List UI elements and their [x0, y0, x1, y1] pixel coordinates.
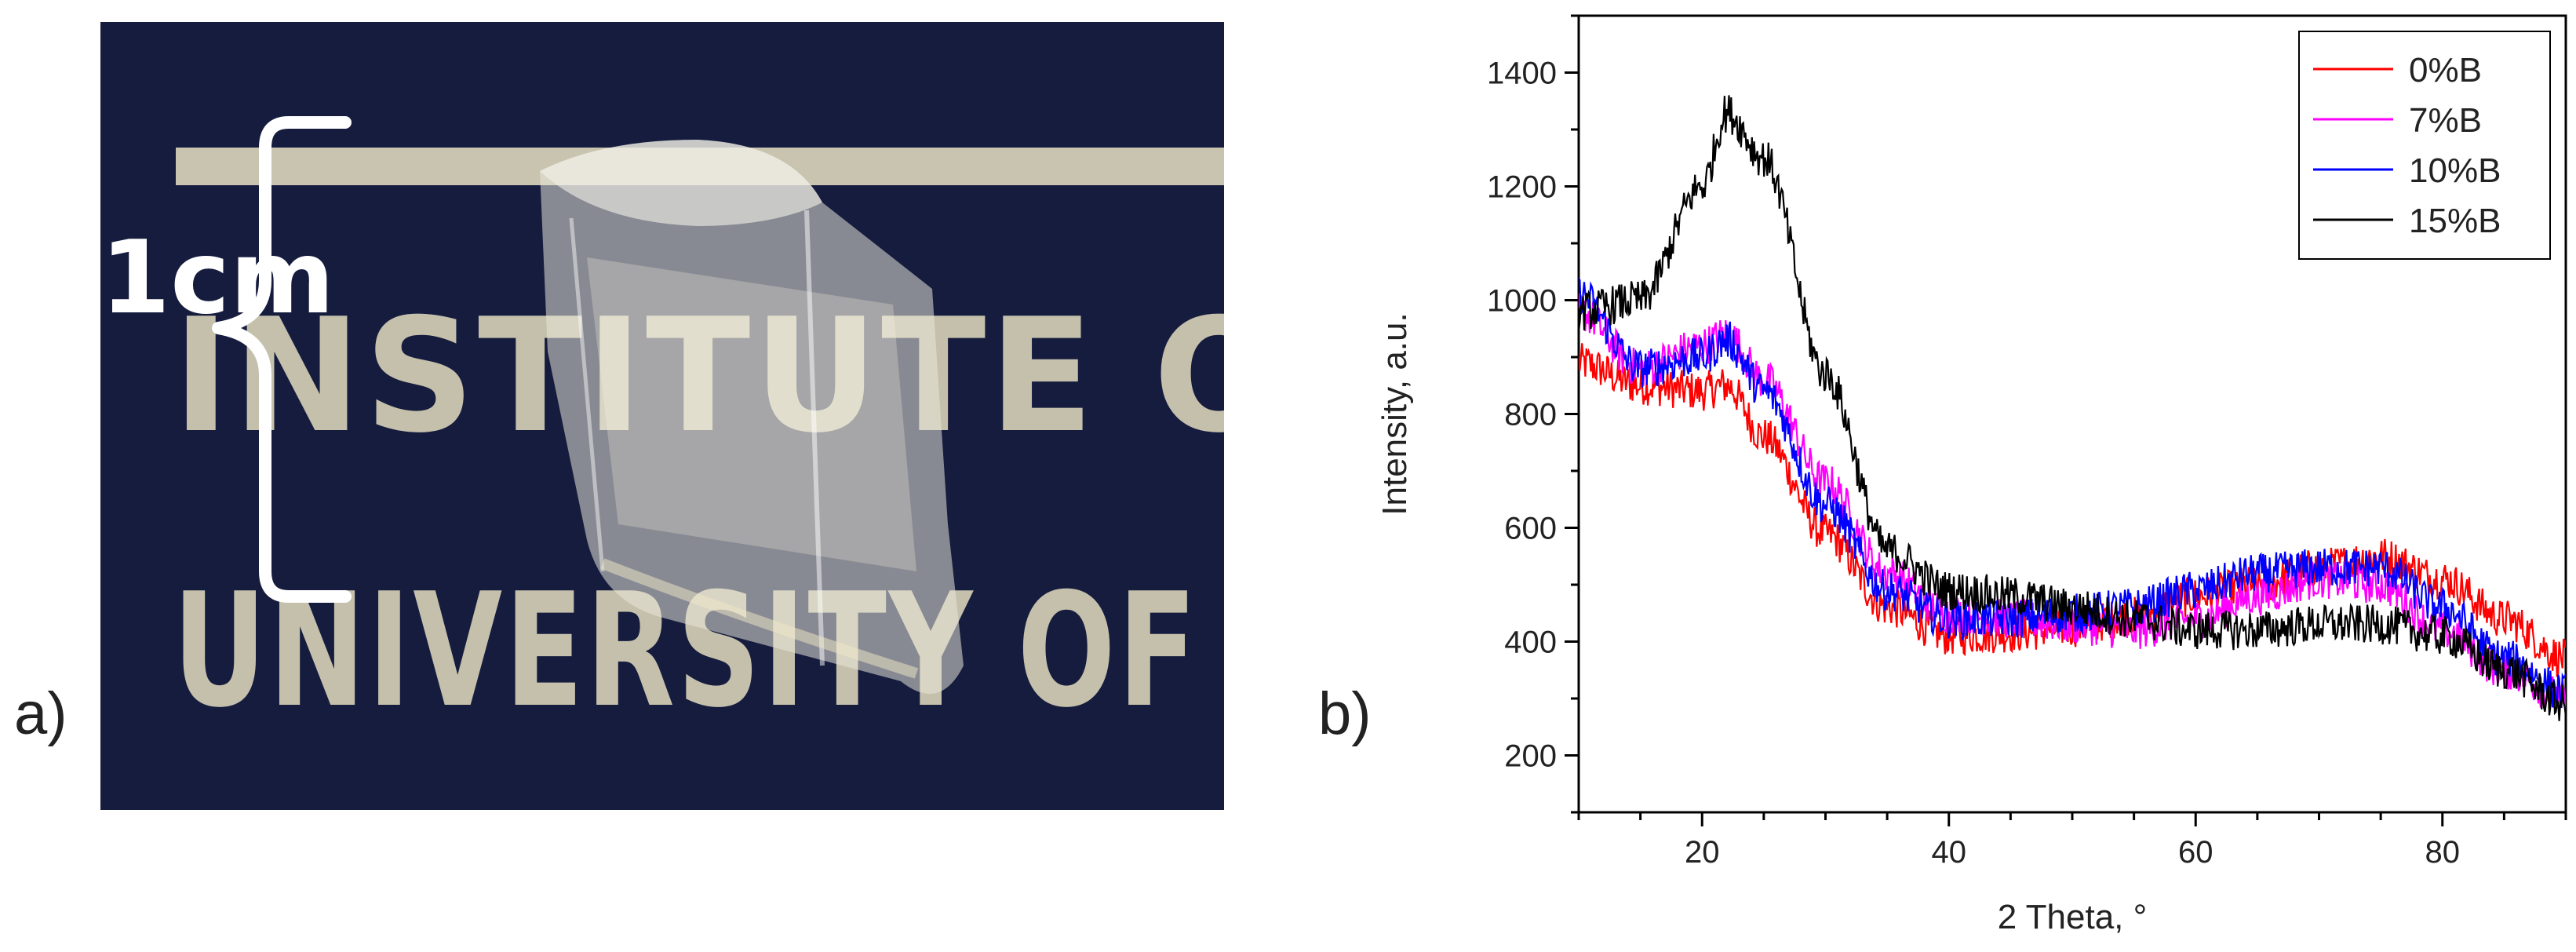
xrd-chart: 20 40 60 80 200 400 600 800 1000 1200 1400 2 Theta,… — [1375, 14, 2567, 936]
series-line-0%B — [1579, 343, 2566, 678]
y-tick-label: 400 — [1504, 626, 1557, 660]
y-tick-label: 1400 — [1487, 57, 1557, 91]
legend-label: 15%B — [2409, 202, 2501, 240]
x-tick-label: 60 — [2178, 835, 2213, 870]
series-line-10%B — [1579, 277, 2566, 709]
legend-label: 0%B — [2409, 51, 2482, 89]
x-tick-label: 40 — [1932, 835, 1967, 870]
x-tick-label: 20 — [1685, 835, 1720, 870]
legend-label: 10%B — [2409, 151, 2501, 190]
glass-sample — [540, 140, 964, 694]
scale-label: 1cm — [100, 220, 334, 337]
x-tick-label: 80 — [2425, 835, 2461, 870]
y-tick-label: 200 — [1504, 739, 1557, 774]
panel-label-a: a) — [14, 680, 67, 747]
y-tick-label: 600 — [1504, 512, 1557, 546]
y-tick-label: 800 — [1504, 398, 1557, 432]
legend-label: 7%B — [2409, 101, 2482, 140]
y-tick-label: 1000 — [1487, 284, 1557, 319]
panel-label-b: b) — [1318, 680, 1372, 747]
y-tick-label: 1200 — [1487, 170, 1557, 205]
y-axis-label: Intensity, a.u. — [1375, 312, 1414, 515]
scale-bracket — [212, 116, 352, 603]
series-line-7%B — [1579, 293, 2566, 710]
x-axis-label: 2 Theta, ° — [1998, 898, 2147, 936]
sample-photo: INSTITUTE O UNIVERSITY OF I 1cm — [100, 22, 1224, 810]
series-line-15%B — [1579, 95, 2566, 721]
